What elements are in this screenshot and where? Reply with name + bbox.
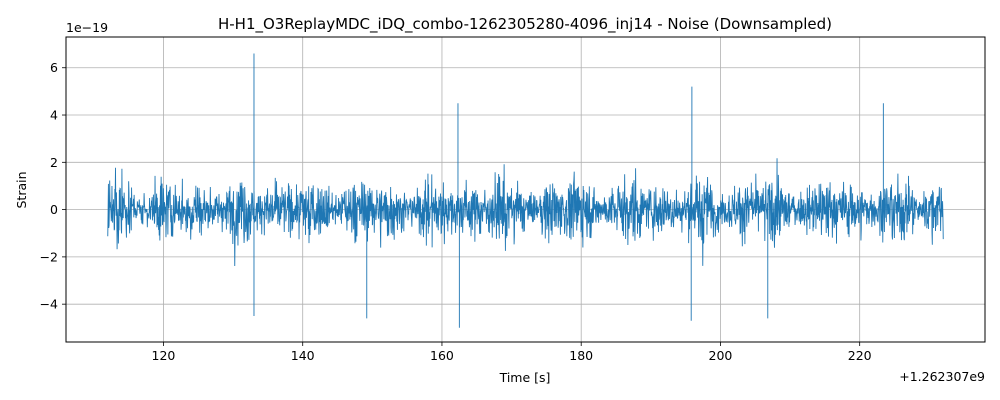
x-axis-label: Time [s] <box>499 370 551 385</box>
data-layer <box>107 53 944 328</box>
y-tick-label: −2 <box>40 249 58 264</box>
y-tick-label: 4 <box>50 108 58 123</box>
x-tick-label: 220 <box>848 348 872 363</box>
y-tick-label: −4 <box>40 297 58 312</box>
x-tick-label: 140 <box>291 348 315 363</box>
y-tick-label: 6 <box>50 60 58 75</box>
axes-frame <box>65 36 986 343</box>
chart-title: H-H1_O3ReplayMDC_iDQ_combo-1262305280-40… <box>218 15 832 34</box>
tick-layer: 120 140 160 180 200 220 −4 −2 0 2 4 6 <box>40 60 872 363</box>
y-axis-label: Strain <box>14 171 29 208</box>
x-tick-label: 200 <box>709 348 733 363</box>
y-scale-label: 1e−19 <box>66 20 108 35</box>
plot-area <box>65 36 986 343</box>
y-tick-label: 2 <box>50 155 58 170</box>
noise-trace <box>107 53 944 328</box>
x-tick-label: 120 <box>152 348 176 363</box>
x-tick-label: 160 <box>430 348 454 363</box>
x-tick-label: 180 <box>569 348 593 363</box>
x-offset-label: +1.262307e9 <box>899 369 985 384</box>
y-tick-label: 0 <box>50 202 58 217</box>
